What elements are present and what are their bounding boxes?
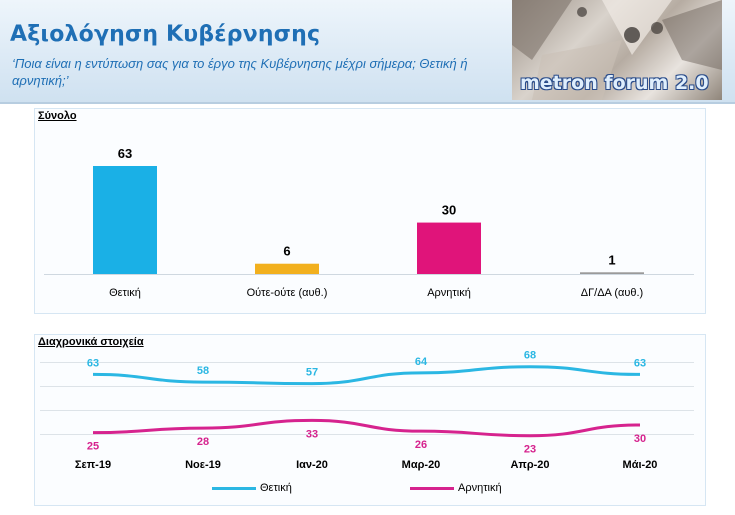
logo-background-image bbox=[512, 0, 722, 100]
legend-positive-swatch bbox=[212, 486, 256, 490]
legend-positive-label: Θετική bbox=[260, 482, 292, 494]
bar-value-label-1: 63 bbox=[118, 146, 132, 161]
brand-logo: metron forum 2.0 bbox=[512, 0, 722, 100]
bar-category-label-4: ΔΓ/ΔΑ (αυθ.) bbox=[581, 287, 643, 299]
series-1-data-label-5: 68 bbox=[524, 350, 536, 362]
series-1-data-label-3: 57 bbox=[306, 367, 318, 379]
bar-category-label-2: Ούτε-ούτε (αυθ.) bbox=[247, 287, 328, 299]
series-1-data-label-2: 58 bbox=[197, 365, 209, 377]
legend-positive: Θετική bbox=[212, 482, 292, 494]
series-2-data-label-2: 28 bbox=[197, 436, 209, 448]
series-2-data-label-3: 33 bbox=[306, 428, 318, 440]
x-tick-label-2: Νοε-19 bbox=[185, 459, 221, 471]
bar-category-label-1: Θετική bbox=[109, 287, 141, 299]
bar-value-label-3: 30 bbox=[442, 203, 456, 218]
legend-negative-label: Αρνητική bbox=[458, 482, 502, 494]
legend-negative: Αρνητική bbox=[410, 482, 502, 494]
header-banner: Αξιολόγηση Κυβέρνησης ‘Ποια είναι η εντύ… bbox=[0, 0, 735, 104]
bar-value-label-2: 6 bbox=[283, 244, 290, 259]
bar-3 bbox=[417, 222, 481, 274]
brand-logo-text: metron forum 2.0 bbox=[520, 72, 709, 94]
series-1-data-label-6: 63 bbox=[634, 357, 646, 369]
bar-2 bbox=[255, 263, 319, 274]
x-tick-label-6: Μάι-20 bbox=[623, 459, 658, 471]
series-2-data-label-5: 23 bbox=[524, 444, 536, 456]
series-2-data-label-1: 25 bbox=[87, 441, 99, 453]
bar-4 bbox=[580, 272, 644, 274]
series-2-data-label-6: 30 bbox=[634, 433, 646, 445]
survey-question: ‘Ποια είναι η εντύπωση σας για το έργο τ… bbox=[12, 56, 468, 88]
series-line-2 bbox=[92, 418, 641, 438]
series-2-data-label-4: 26 bbox=[415, 439, 427, 451]
bar-category-label-3: Αρνητική bbox=[427, 287, 471, 299]
x-tick-label-5: Απρ-20 bbox=[510, 459, 549, 471]
legend-negative-swatch bbox=[410, 486, 454, 490]
series-line-1 bbox=[92, 365, 641, 386]
x-tick-label-3: Ιαν-20 bbox=[296, 459, 328, 471]
x-tick-label-4: Μαρ-20 bbox=[402, 459, 441, 471]
series-1-data-label-4: 64 bbox=[415, 356, 428, 368]
trend-section-label: Διαχρονικά στοιχεία bbox=[38, 336, 144, 348]
bar-value-label-4: 1 bbox=[608, 252, 615, 267]
x-tick-label-1: Σεπ-19 bbox=[75, 459, 111, 471]
series-1-data-label-1: 63 bbox=[87, 357, 99, 369]
page-title: Αξιολόγηση Κυβέρνησης bbox=[10, 22, 321, 47]
bar-1 bbox=[93, 166, 157, 274]
total-section-label: Σύνολο bbox=[38, 110, 77, 122]
